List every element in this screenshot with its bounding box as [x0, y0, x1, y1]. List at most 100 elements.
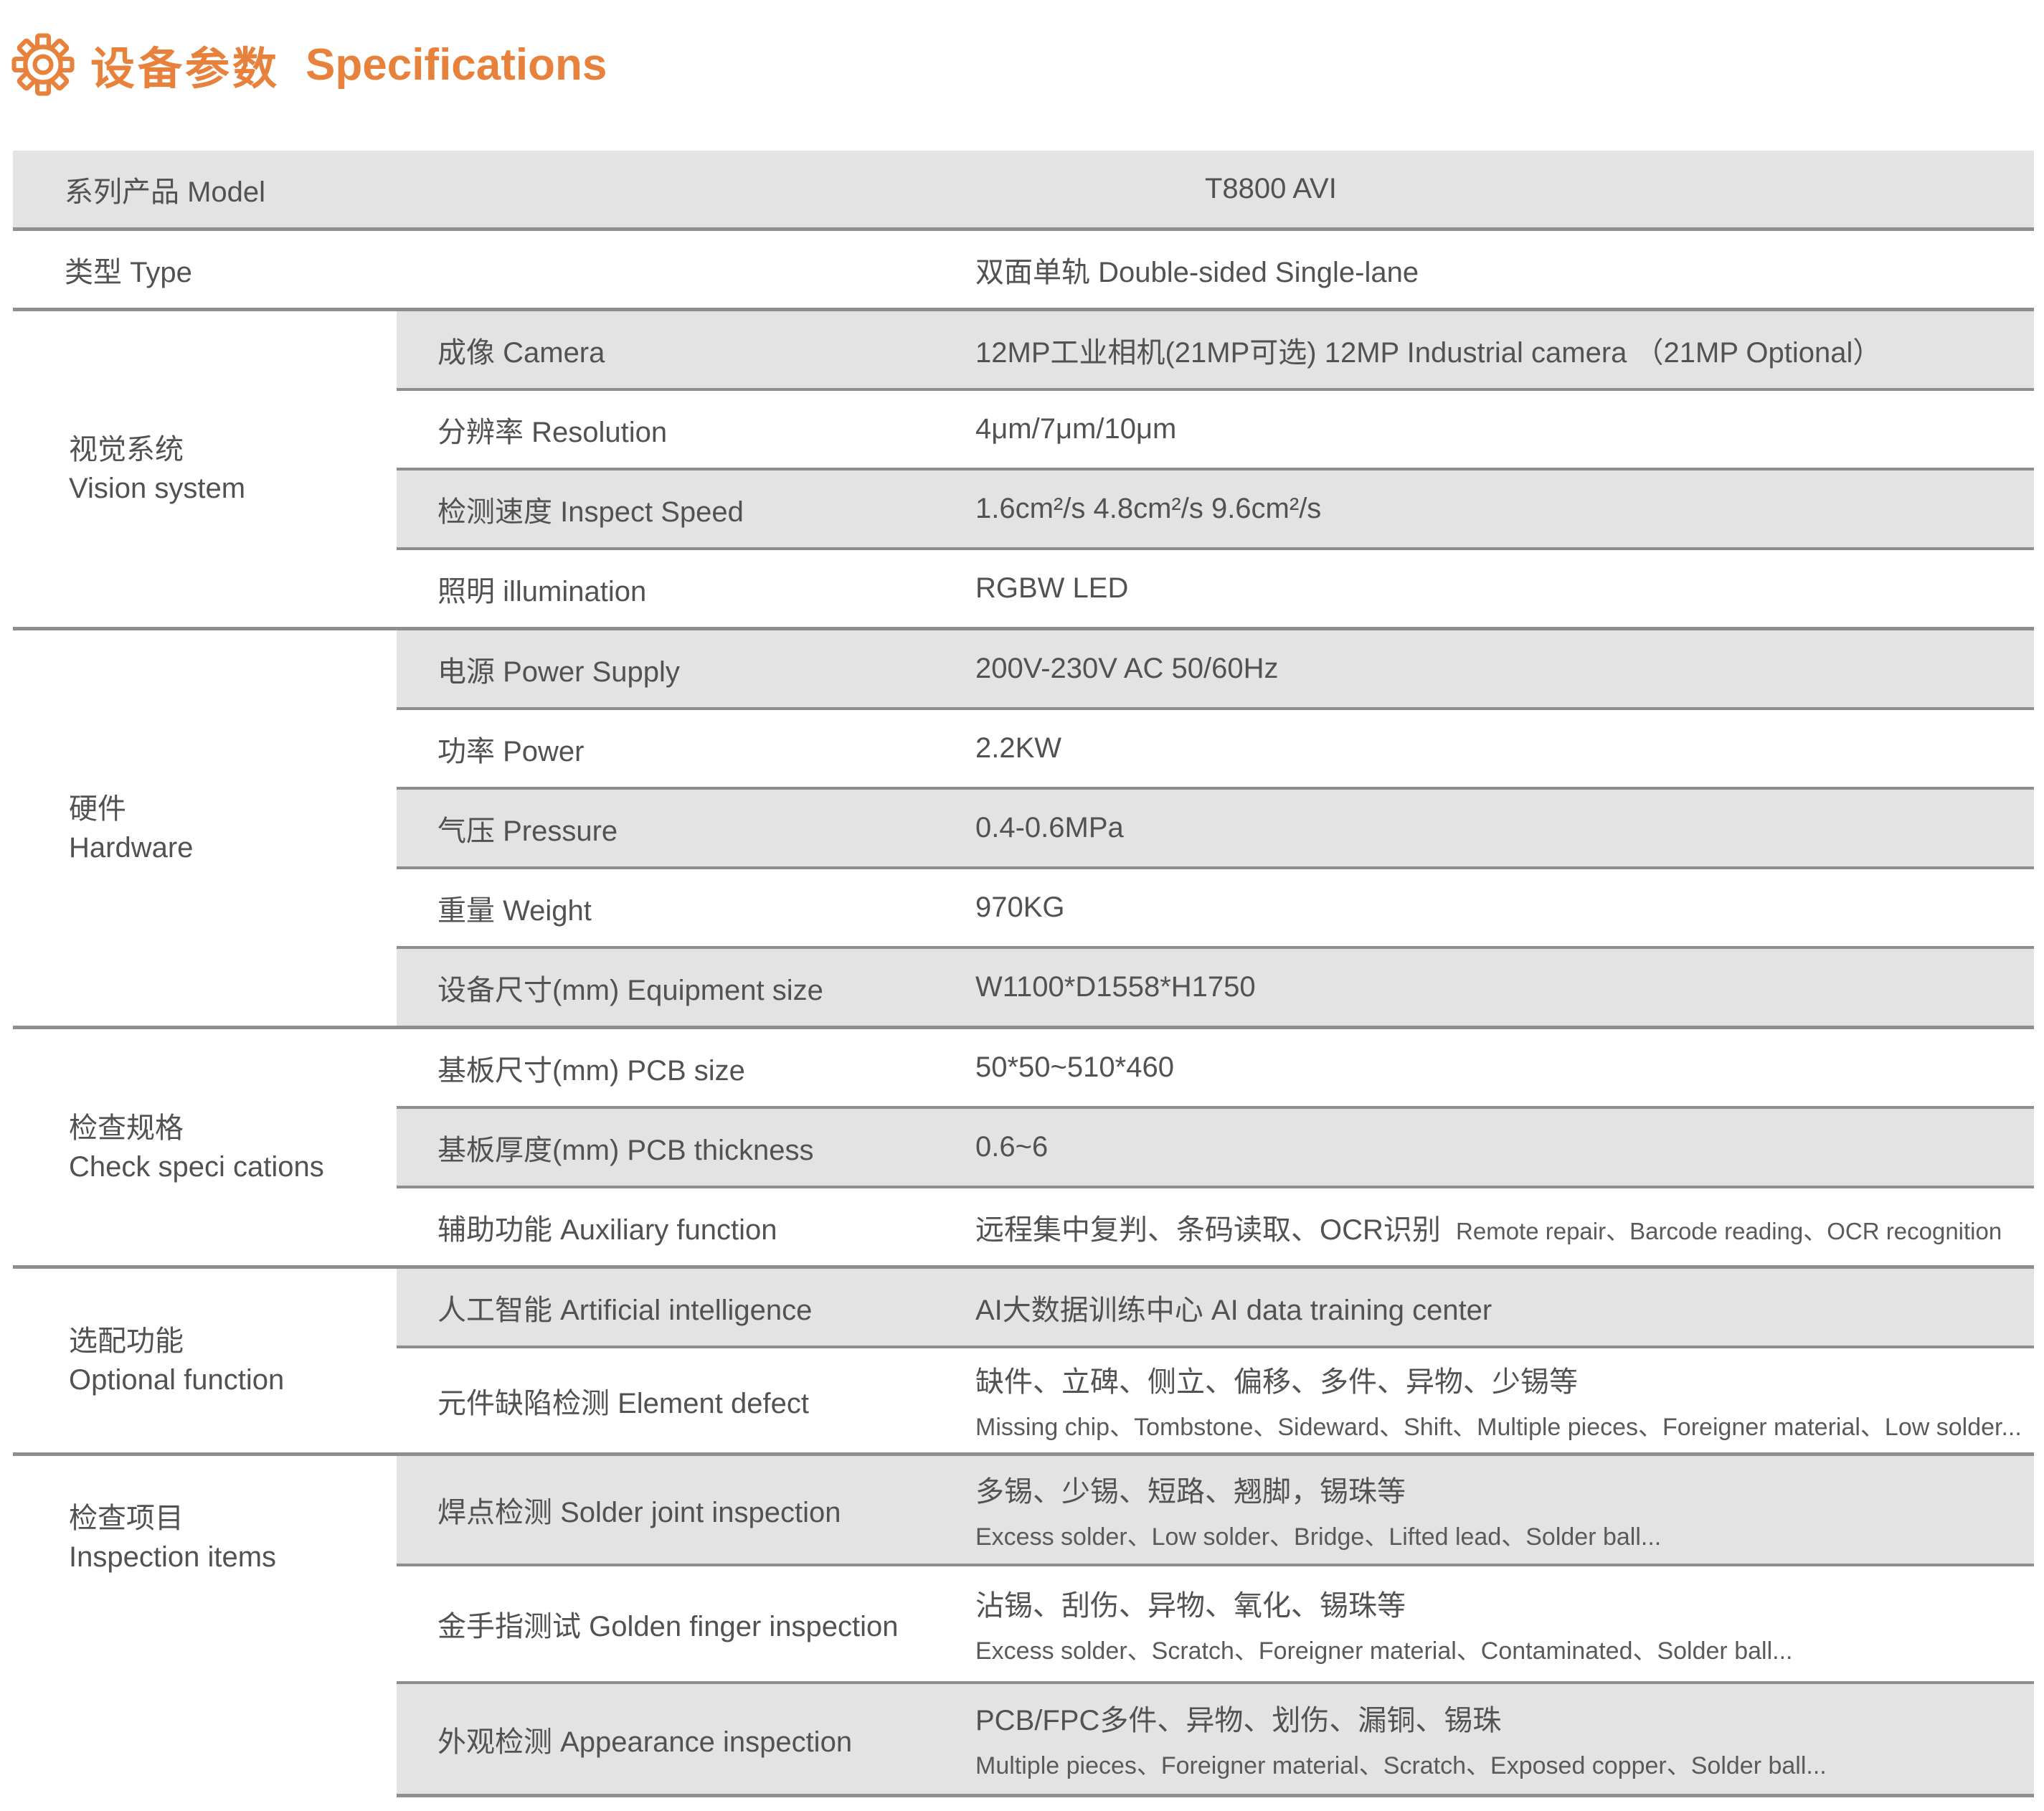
row-weight: 重量 Weight 970KG [397, 869, 2034, 946]
value-zh: 多锡、少锡、短路、翘脚，锡珠等 [975, 1475, 1406, 1508]
separator [13, 627, 2034, 630]
row-golden-finger-inspection-label: 金手指测试 Golden finger inspection [437, 1611, 899, 1642]
separator [397, 866, 2034, 869]
row-weight-label: 重量 Weight [437, 894, 592, 927]
separator [13, 308, 2034, 311]
value-en: Excess solder、Scratch、Foreigner material… [975, 1637, 1793, 1665]
group-hardware: 硬件 Hardware 电源 Power Supply 200V-230V AC… [13, 630, 2034, 1026]
value-zh: 缺件、立碑、侧立、偏移、多件、异物、少锡等 [975, 1366, 1578, 1398]
group-inspection-items: 检查项目 Inspection items 焊点检测 Solder joint … [13, 1456, 2034, 1797]
row-element-defect-label: 元件缺陷检测 Element defect [437, 1387, 809, 1419]
value-en: Multiple pieces、Foreigner material、Scrat… [975, 1752, 1827, 1779]
row-auxiliary-function: 辅助功能 Auxiliary function 远程集中复判、条码读取、OCR识… [397, 1188, 2034, 1265]
group-label-zh: 检查项目 [69, 1503, 184, 1534]
row-model-label: 系列产品 Model [65, 176, 266, 208]
row-artificial-intelligence-label: 人工智能 Artificial intelligence [437, 1294, 813, 1326]
group-label-zh: 检查规格 [69, 1112, 184, 1144]
group-optional-function: 选配功能 Optional function 人工智能 Artificial i… [13, 1269, 2034, 1452]
row-element-defect: 元件缺陷检测 Element defect 缺件、立碑、侧立、偏移、多件、异物、… [397, 1348, 2034, 1452]
spec-table: 系列产品 Model T8800 AVI 类型 Type 双面单轨 Double… [13, 151, 2034, 1797]
row-weight-value: 970KG [975, 892, 1065, 923]
row-golden-finger-inspection: 金手指测试 Golden finger inspection 沾锡、刮伤、异物、… [397, 1566, 2034, 1681]
separator [397, 468, 2034, 471]
row-pcb-size-value: 50*50~510*460 [975, 1051, 1174, 1083]
group-label-zh: 硬件 [69, 793, 126, 825]
row-resolution-value: 4μm/7μm/10μm [975, 413, 1177, 445]
row-element-defect-value: 缺件、立碑、侧立、偏移、多件、异物、少锡等 Missing chip、Tombs… [975, 1358, 2034, 1442]
row-pressure-value: 0.4-0.6MPa [975, 812, 1124, 843]
row-model: 系列产品 Model T8800 AVI [13, 151, 2034, 227]
row-camera-label: 成像 Camera [437, 336, 605, 369]
group-label-en: Optional function [69, 1364, 285, 1396]
separator [397, 547, 2034, 550]
group-label-en: Vision system [69, 473, 246, 504]
row-solder-joint-inspection: 焊点检测 Solder joint inspection 多锡、少锡、短路、翘脚… [397, 1456, 2034, 1564]
row-model-value: T8800 AVI [1205, 173, 1337, 204]
row-pcb-thickness-value: 0.6~6 [975, 1131, 1049, 1163]
separator [397, 1106, 2034, 1109]
row-power-supply-value: 200V-230V AC 50/60Hz [975, 653, 1279, 684]
title-zh: 设备参数 [90, 44, 280, 94]
group-label-zh: 选配功能 [69, 1325, 184, 1357]
row-illumination-value: RGBW LED [975, 572, 1129, 604]
separator [13, 227, 2034, 231]
separator [13, 1265, 2034, 1269]
row-artificial-intelligence: 人工智能 Artificial intelligence AI大数据训练中心 A… [397, 1269, 2034, 1346]
value-en: Remote repair、Barcode reading、OCR recogn… [1456, 1217, 2002, 1244]
separator [397, 707, 2034, 710]
row-illumination: 照明 illumination RGBW LED [397, 550, 2034, 627]
separator [397, 1186, 2034, 1188]
separator [13, 1026, 2034, 1029]
row-pressure-label: 气压 Pressure [437, 815, 618, 847]
row-power-label: 功率 Power [437, 735, 585, 767]
gear-icon [11, 33, 75, 96]
group-inspection-items-label: 检查项目 Inspection items [13, 1456, 397, 1797]
row-solder-joint-inspection-label: 焊点检测 Solder joint inspection [437, 1497, 841, 1528]
group-label-en: Check speci cations [69, 1150, 324, 1183]
value-zh: 远程集中复判、条码读取、OCR识别 [975, 1214, 1441, 1246]
row-equipment-size: 设备尺寸(mm) Equipment size W1100*D1558*H175… [397, 949, 2034, 1026]
separator [397, 787, 2034, 790]
separator [397, 1564, 2034, 1566]
row-pcb-thickness-label: 基板厚度(mm) PCB thickness [437, 1134, 814, 1166]
row-inspect-speed: 检测速度 Inspect Speed 1.6cm²/s 4.8cm²/s 9.6… [397, 471, 2034, 547]
row-appearance-inspection-value: PCB/FPC多件、异物、划伤、漏铜、锡珠 Multiple pieces、Fo… [975, 1697, 2034, 1781]
row-camera: 成像 Camera 12MP工业相机(21MP可选) 12MP Industri… [397, 311, 2034, 388]
row-resolution-label: 分辨率 Resolution [437, 416, 668, 448]
row-appearance-inspection: 外观检测 Appearance inspection PCB/FPC多件、异物、… [397, 1684, 2034, 1794]
row-power-value: 2.2KW [975, 732, 1062, 764]
group-vision-system: 视觉系统 Vision system 成像 Camera 12MP工业相机(21… [13, 311, 2034, 627]
row-solder-joint-inspection-value: 多锡、少锡、短路、翘脚，锡珠等 Excess solder、Low solder… [975, 1468, 2034, 1552]
row-resolution: 分辨率 Resolution 4μm/7μm/10μm [397, 391, 2034, 468]
group-check-specifications: 检查规格 Check speci cations 基板尺寸(mm) PCB si… [13, 1029, 2034, 1265]
row-inspect-speed-value: 1.6cm²/s 4.8cm²/s 9.6cm²/s [975, 493, 1322, 524]
group-label-en: Inspection items [69, 1541, 277, 1573]
value-zh: PCB/FPC多件、异物、划伤、漏铜、锡珠 [975, 1705, 1502, 1736]
group-vision-system-label: 视觉系统 Vision system [13, 311, 397, 627]
value-en: Missing chip、Tombstone、Sideward、Shift、Mu… [975, 1414, 2022, 1441]
row-equipment-size-label: 设备尺寸(mm) Equipment size [437, 974, 823, 1006]
row-artificial-intelligence-value: AI大数据训练中心 AI data training center [975, 1294, 1492, 1326]
row-power: 功率 Power 2.2KW [397, 710, 2034, 787]
row-pcb-thickness: 基板厚度(mm) PCB thickness 0.6~6 [397, 1109, 2034, 1186]
group-check-specifications-label: 检查规格 Check speci cations [13, 1029, 397, 1265]
separator [397, 388, 2034, 391]
separator [397, 946, 2034, 949]
row-power-supply: 电源 Power Supply 200V-230V AC 50/60Hz [397, 630, 2034, 707]
separator [13, 1452, 2034, 1456]
separator [397, 1346, 2034, 1348]
row-type: 类型 Type 双面单轨 Double-sided Single-lane [13, 231, 2034, 308]
row-power-supply-label: 电源 Power Supply [437, 656, 680, 688]
row-pcb-size-label: 基板尺寸(mm) PCB size [437, 1054, 745, 1087]
group-label-en: Hardware [69, 831, 194, 864]
row-equipment-size-value: W1100*D1558*H1750 [975, 971, 1256, 1003]
row-auxiliary-function-label: 辅助功能 Auxiliary function [437, 1214, 777, 1246]
row-illumination-label: 照明 illumination [437, 575, 647, 607]
group-label-zh: 视觉系统 [69, 434, 184, 465]
value-en: Excess solder、Low solder、Bridge、Lifted l… [975, 1523, 1662, 1551]
row-camera-value: 12MP工业相机(21MP可选) 12MP Industrial camera … [975, 336, 1882, 369]
row-type-value: 双面单轨 Double-sided Single-lane [975, 256, 1419, 288]
value-zh: 沾锡、刮伤、异物、氧化、锡珠等 [975, 1589, 1406, 1622]
row-pcb-size: 基板尺寸(mm) PCB size 50*50~510*460 [397, 1029, 2034, 1106]
